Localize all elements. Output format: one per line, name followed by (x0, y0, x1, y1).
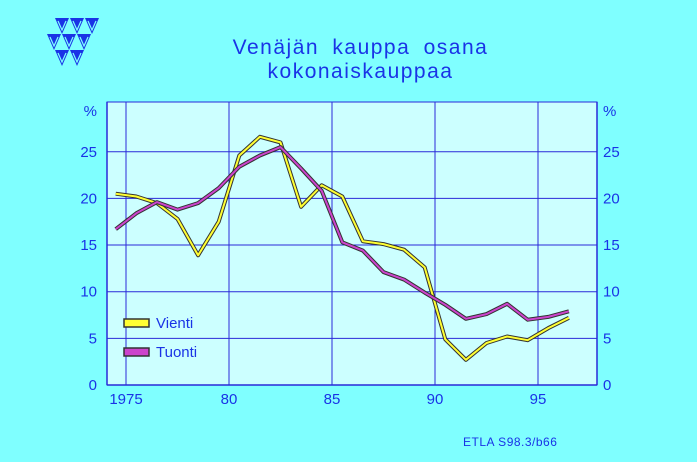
chart-title-line-1: Venäjän kauppa osana (232, 36, 489, 59)
source-note: ETLA S98.3/b66 (463, 435, 558, 449)
y-tick-label-right: 5 (603, 330, 611, 347)
x-tick-label: 85 (324, 391, 341, 408)
y-tick-label-right: 15 (603, 237, 620, 254)
y-tick-label-left: 10 (80, 284, 97, 301)
legend-label-vienti: Vienti (156, 315, 193, 332)
logo-triangle (55, 18, 69, 34)
plot-area (106, 101, 598, 386)
y-tick-label-right: 20 (603, 190, 620, 207)
y-tick-label-left: 20 (80, 190, 97, 207)
logo-triangle-stripe (49, 36, 59, 48)
legend-label-tuonti: Tuonti (156, 344, 197, 361)
series-line-vienti (115, 135, 570, 361)
y-tick-label-left: 5 (89, 330, 97, 347)
chart-title-line-2: kokonaiskauppaa (267, 60, 454, 83)
y-unit-left: % (84, 103, 97, 120)
y-tick-label-left: 0 (89, 377, 97, 394)
y-tick-label-right: 25 (603, 144, 620, 161)
y-unit-right: % (603, 103, 616, 120)
etla-logo-icon (47, 18, 99, 66)
x-tick-label: 90 (427, 391, 444, 408)
logo-triangle (85, 18, 99, 34)
logo-triangle-stripe (72, 20, 82, 32)
logo-triangle (70, 18, 84, 34)
legend-swatch-vienti (123, 318, 150, 328)
logo-triangle-stripe (79, 36, 89, 48)
x-tick-label: 80 (221, 391, 238, 408)
logo-triangle-stripe (57, 20, 67, 32)
x-tick-label: 1975 (109, 391, 142, 408)
y-tick-label-right: 10 (603, 284, 620, 301)
series-line-tuonti (115, 146, 570, 321)
y-tick-label-right: 0 (603, 377, 611, 394)
y-tick-label-left: 15 (80, 237, 97, 254)
legend-swatch-tuonti (123, 347, 150, 357)
axis-labels: 0 0 5 5 10 10 15 15 20 20 25 25% % 1975 80 85 90 95 (80, 103, 619, 408)
x-tick-label: 95 (530, 391, 547, 408)
y-tick-label-left: 25 (80, 144, 97, 161)
series-layer (114, 134, 570, 362)
legend: Vienti Tuonti (123, 315, 197, 361)
logo-triangle-stripe (87, 20, 97, 32)
logo-triangle-stripe (72, 52, 82, 64)
logo-triangle-stripe (57, 52, 67, 64)
logo-triangle-stripe (64, 36, 74, 48)
